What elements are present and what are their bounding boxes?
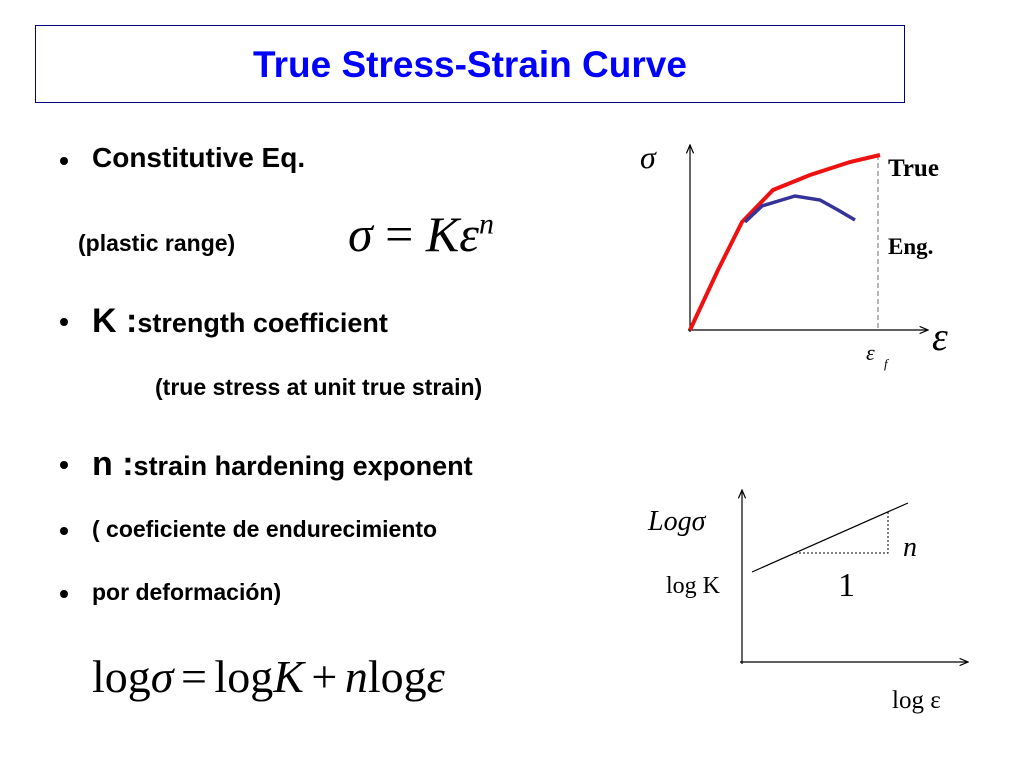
eq-part: n — [344, 651, 368, 702]
rise-label: n — [903, 532, 917, 563]
intercept-label: log K — [666, 573, 721, 599]
bullet-body: strength coefficient — [137, 308, 388, 338]
axis-label: ε — [932, 314, 948, 359]
title-box — [35, 25, 905, 103]
eq-part: K — [273, 651, 304, 702]
curve-label: Eng. — [888, 234, 933, 259]
eq-part: log — [367, 651, 427, 702]
fracture-subscript: f — [884, 356, 890, 371]
fracture-label: ε — [866, 340, 875, 365]
bullet — [60, 318, 68, 326]
axis-label: Logσ — [647, 506, 707, 537]
eq-exponent: n — [478, 207, 494, 241]
eq-part: log — [92, 651, 151, 702]
bullet-body: strain hardening exponent — [133, 451, 473, 481]
bullet-note: (true stress at unit true strain) — [155, 374, 483, 400]
bullet-lead: n : — [92, 445, 134, 483]
eq-part: ε — [426, 651, 445, 702]
eq-part: = — [180, 651, 207, 702]
bullet — [60, 527, 68, 535]
log-equation: logσ = logK + nlogε — [92, 650, 445, 703]
eq-lhs: σ — [348, 206, 373, 262]
equation: σ = Kεn — [348, 205, 494, 263]
curve-label: True — [888, 155, 939, 182]
bullet-text: ( coeficiente de endurecimiento — [92, 516, 438, 542]
log-line — [751, 502, 909, 573]
bullet — [60, 461, 68, 469]
bullet-text: por deformación) — [92, 579, 282, 605]
run-label: 1 — [838, 567, 855, 604]
eq-rhs: Kε — [425, 206, 479, 262]
axis-label: σ — [640, 139, 657, 175]
eq-part: σ — [150, 651, 174, 702]
true-curve — [688, 153, 881, 331]
bullet-lead: K : — [92, 302, 138, 340]
bullet-text: K :strength coefficient — [92, 302, 388, 341]
slope-triangle — [795, 512, 889, 554]
bullet — [60, 157, 68, 165]
eq-part: log — [214, 651, 274, 702]
bullet-text: n :strain hardening exponent — [92, 445, 473, 484]
axis-label: log ε — [892, 687, 941, 714]
bullet — [60, 590, 68, 598]
eng-curve — [743, 194, 856, 224]
bullet-note: (plastic range) — [78, 230, 236, 256]
title: True Stress-Strain Curve — [253, 44, 687, 85]
eq-op: = — [385, 206, 414, 262]
bullet-text: Constitutive Eq. — [92, 142, 306, 173]
eq-part: + — [311, 651, 338, 702]
